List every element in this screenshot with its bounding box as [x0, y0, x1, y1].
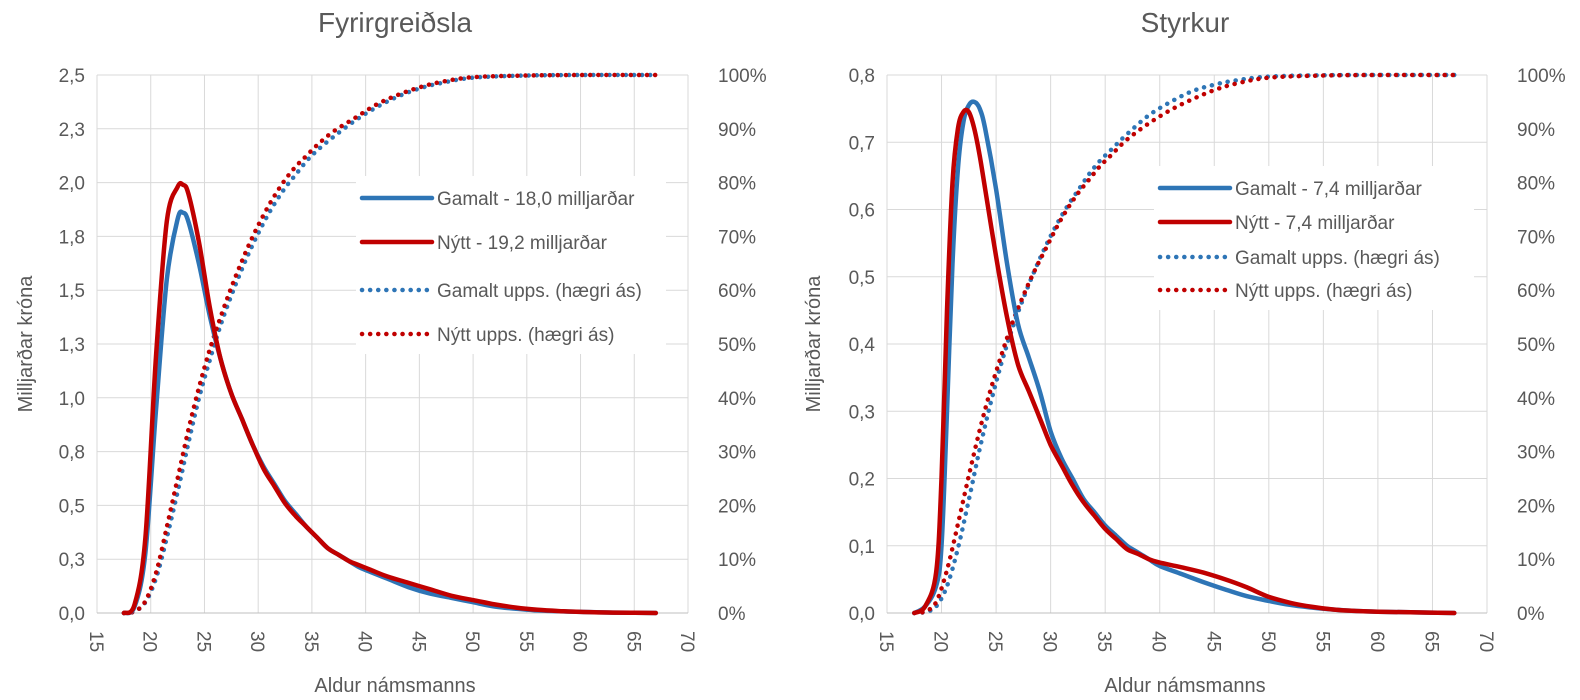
- y-tick-label: 0,5: [849, 268, 875, 289]
- x-tick-label: 45: [407, 631, 428, 652]
- x-tick-label: 20: [930, 631, 951, 652]
- series-line-2: [912, 72, 1457, 616]
- y-axis-title: Milljarðar króna: [15, 275, 37, 413]
- chart-panel-fyrirgreidsla: Fyrirgreiðsla 0,0 0,3 0,5 0,8 1,0 1,3 1,5 1,8 2,0…: [15, 7, 767, 697]
- x-tick-label: 55: [1311, 631, 1332, 652]
- y2-tick-label: 100%: [1517, 66, 1566, 87]
- y2-tick-label: 10%: [1517, 550, 1555, 571]
- x-tick-label: 45: [1202, 631, 1223, 652]
- y2-tick-label: 20%: [1517, 496, 1555, 517]
- y-tick-label: 0,3: [59, 550, 85, 571]
- y2-tick-label: 50%: [718, 335, 756, 356]
- series-line-2: [121, 72, 659, 616]
- y2-tick-label: 80%: [1517, 174, 1555, 195]
- y2-tick-label: 70%: [1517, 227, 1555, 248]
- y2-tick-label: 70%: [718, 227, 756, 248]
- x-tick-label: 15: [85, 631, 106, 652]
- legend-label: Nýtt upps. (hægri ás): [1235, 281, 1412, 302]
- legend-label: Gamalt - 7,4 milljarðar: [1235, 179, 1423, 200]
- x-tick-label: 15: [875, 631, 896, 652]
- x-tick-label: 50: [1257, 631, 1278, 652]
- y2-tick-label: 60%: [1517, 281, 1555, 302]
- x-tick-label: 20: [139, 631, 160, 652]
- y-tick-label: 0,8: [59, 443, 85, 464]
- y-tick-label: 0,1: [849, 537, 875, 558]
- series-line-0: [912, 99, 1457, 616]
- y2-tick-label: 80%: [718, 174, 756, 195]
- x-tick-label: 25: [192, 631, 213, 652]
- series-line-3: [121, 72, 659, 616]
- y-tick-label: 1,5: [59, 281, 85, 302]
- x-tick-label: 40: [354, 631, 375, 652]
- y2-tick-label: 50%: [1517, 335, 1555, 356]
- y-tick-label: 1,8: [59, 227, 85, 248]
- x-tick-label: 30: [1039, 631, 1060, 652]
- y2-tick-label: 30%: [718, 443, 756, 464]
- y-tick-label: 1,0: [59, 389, 85, 410]
- legend-label: Nýtt - 7,4 milljarðar: [1235, 213, 1395, 234]
- x-tick-label: 65: [1420, 631, 1441, 652]
- x-tick-label: 55: [515, 631, 536, 652]
- x-tick-label: 50: [461, 631, 482, 652]
- y2-tick-label: 40%: [1517, 389, 1555, 410]
- y2-tick-label: 40%: [718, 389, 756, 410]
- x-tick-label: 35: [1093, 631, 1114, 652]
- y2-tick-label: 10%: [718, 550, 756, 571]
- chart-styrkur: Styrkur 0,0 0,1 0,2 0,3 0,4 0,5 0,6 0,7 0,8 0% 10% 2…: [803, 7, 1566, 697]
- y2-tick-label: 90%: [718, 120, 756, 141]
- y-axis-title: Milljarðar króna: [803, 275, 825, 413]
- x-tick-label: 25: [984, 631, 1005, 652]
- y-tick-label: 0,7: [849, 133, 875, 154]
- y2-tick-label: 0%: [718, 604, 746, 625]
- y2-tick-label: 0%: [1517, 604, 1545, 625]
- x-tick-label: 70: [676, 631, 697, 652]
- chart-title: Fyrirgreiðsla: [318, 7, 472, 38]
- legend-label: Gamalt - 18,0 milljarðar: [437, 189, 635, 210]
- y-tick-label: 0,0: [849, 604, 875, 625]
- x-axis-title: Aldur námsmanns: [314, 675, 475, 697]
- y-tick-label: 0,2: [849, 470, 875, 491]
- legend-label: Nýtt upps. (hægri ás): [437, 325, 614, 346]
- y2-tick-label: 60%: [718, 281, 756, 302]
- x-tick-label: 40: [1148, 631, 1169, 652]
- x-tick-label: 35: [300, 631, 321, 652]
- chart-fyrirgreidsla: Fyrirgreiðsla 0,0 0,3 0,5 0,8 1,0 1,3 1,5 1,8 2,0…: [15, 7, 767, 697]
- legend-label: Gamalt upps. (hægri ás): [437, 281, 642, 302]
- x-tick-label: 60: [1366, 631, 1387, 652]
- series-line-1: [912, 107, 1457, 616]
- y-tick-label: 0,4: [849, 335, 876, 356]
- y-tick-label: 2,3: [59, 120, 85, 141]
- y-tick-label: 0,6: [849, 201, 875, 222]
- y-tick-label: 0,0: [59, 604, 85, 625]
- y-tick-label: 1,3: [59, 335, 85, 356]
- y2-tick-label: 20%: [718, 496, 756, 517]
- legend-background: [356, 176, 666, 354]
- y-tick-label: 2,0: [59, 174, 85, 195]
- series-line-1: [121, 180, 659, 616]
- x-axis-title: Aldur námsmanns: [1104, 675, 1265, 697]
- y-tick-label: 0,3: [849, 402, 875, 423]
- x-tick-label: 30: [246, 631, 267, 652]
- legend-label: Nýtt - 19,2 milljarðar: [437, 233, 608, 254]
- y2-tick-label: 100%: [718, 66, 767, 87]
- y-tick-label: 2,5: [59, 66, 85, 87]
- chart-panel-styrkur: Styrkur 0,0 0,1 0,2 0,3 0,4 0,5 0,6 0,7 0,8 0% 10% 2…: [790, 0, 1580, 700]
- x-tick-label: 65: [622, 631, 643, 652]
- y2-tick-label: 30%: [1517, 443, 1555, 464]
- chart-title: Styrkur: [1141, 7, 1230, 38]
- x-tick-label: 60: [569, 631, 590, 652]
- legend-label: Gamalt upps. (hægri ás): [1235, 248, 1440, 269]
- y-tick-label: 0,5: [59, 496, 85, 517]
- y-tick-label: 0,8: [849, 66, 875, 87]
- y2-tick-label: 90%: [1517, 120, 1555, 141]
- x-tick-label: 70: [1475, 631, 1496, 652]
